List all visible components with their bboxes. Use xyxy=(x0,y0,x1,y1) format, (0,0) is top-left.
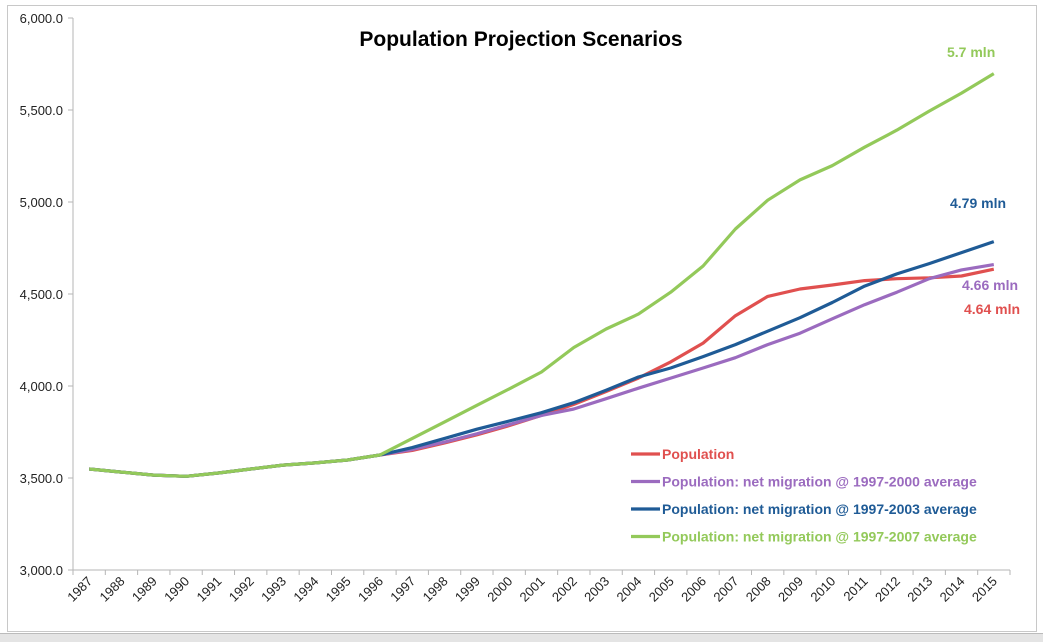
x-tick-label: 2011 xyxy=(840,574,870,604)
end-label-3: 5.7 mln xyxy=(947,44,995,60)
x-tick-label: 1997 xyxy=(387,574,418,605)
x-tick-label: 1991 xyxy=(193,574,224,605)
series-lines xyxy=(89,72,995,478)
x-tick-label: 1995 xyxy=(323,574,354,605)
legend: Population Population: net migration @ 19… xyxy=(631,446,977,545)
chart-title: Population Projection Scenarios xyxy=(359,28,682,51)
legend-label-1: Population: net migration @ 1997-2000 av… xyxy=(662,474,977,490)
series-line-2 xyxy=(89,240,995,478)
x-tick-label: 1987 xyxy=(64,574,95,605)
x-tick-label: 2005 xyxy=(646,574,677,605)
sheet-tab-strip xyxy=(0,633,1043,642)
x-tick-label: 1994 xyxy=(290,574,321,605)
end-label-2: 4.79 mln xyxy=(950,195,1006,211)
end-labels: 4.64 mln 4.66 mln 4.79 mln 5.7 mln xyxy=(947,44,1020,317)
x-tick-label: 2001 xyxy=(517,574,548,605)
end-label-0: 4.64 mln xyxy=(964,301,1020,317)
y-tick-label: 3,000.0 xyxy=(20,563,63,578)
x-tick-label: 2008 xyxy=(743,574,774,605)
y-tick-label: 3,500.0 xyxy=(20,471,63,486)
x-tick-label: 2002 xyxy=(549,574,580,605)
series-line-3 xyxy=(89,72,995,478)
x-tick-label: 2003 xyxy=(581,574,612,605)
x-tick-label: 1988 xyxy=(97,574,128,605)
legend-label-0: Population xyxy=(662,446,734,462)
x-tick-label: 2012 xyxy=(872,574,903,605)
y-tick-label: 6,000.0 xyxy=(20,11,63,26)
legend-label-3: Population: net migration @ 1997-2007 av… xyxy=(662,529,977,545)
legend-label-2: Population: net migration @ 1997-2003 av… xyxy=(662,501,977,517)
y-tick-label: 5,000.0 xyxy=(20,195,63,210)
x-tick-label: 2015 xyxy=(969,574,1000,605)
x-tick-label: 1999 xyxy=(452,574,483,605)
x-tick-label: 1993 xyxy=(258,574,289,605)
x-tick-label: 1989 xyxy=(129,574,160,605)
x-tick-label: 2006 xyxy=(678,574,709,605)
x-tick-label: 1996 xyxy=(355,574,386,605)
x-tick-label: 2004 xyxy=(613,574,644,605)
axes: 3,000.0 3,500.0 4,000.0 4,500.0 5,000.0 5,500… xyxy=(20,11,1011,605)
y-tick-label: 4,000.0 xyxy=(20,379,63,394)
x-tick-label: 2000 xyxy=(484,574,515,605)
x-tick-label: 2013 xyxy=(904,574,935,605)
x-tick-label: 2007 xyxy=(710,574,741,605)
x-tick-label: 1998 xyxy=(420,574,451,605)
x-tick-label: 2010 xyxy=(807,574,838,605)
x-tick-label: 2014 xyxy=(937,574,968,605)
chart-area xyxy=(7,5,1037,632)
y-tick-label: 5,500.0 xyxy=(20,103,63,118)
x-tick-label: 1992 xyxy=(226,574,257,605)
x-tick-label: 1990 xyxy=(161,574,192,605)
x-tick-label: 2009 xyxy=(775,574,806,605)
y-tick-label: 4,500.0 xyxy=(20,287,63,302)
end-label-1: 4.66 mln xyxy=(962,277,1018,293)
